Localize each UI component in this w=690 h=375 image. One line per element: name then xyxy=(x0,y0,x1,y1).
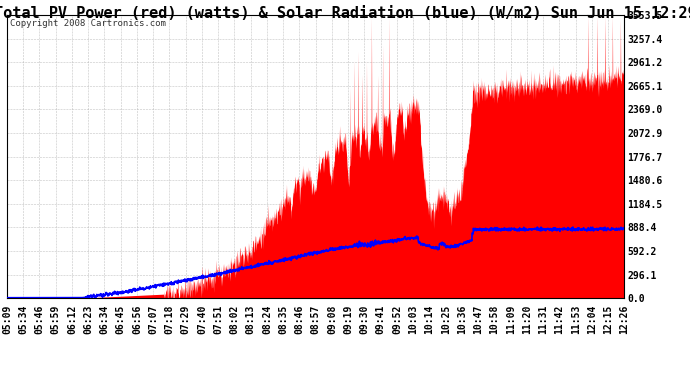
Text: 10:03: 10:03 xyxy=(408,304,418,334)
Text: 07:07: 07:07 xyxy=(148,304,158,334)
Text: 09:52: 09:52 xyxy=(392,304,402,334)
Text: 11:53: 11:53 xyxy=(571,304,581,334)
Text: 09:30: 09:30 xyxy=(359,304,369,334)
Text: 08:02: 08:02 xyxy=(229,304,239,334)
Text: 06:56: 06:56 xyxy=(132,304,142,334)
Text: 10:25: 10:25 xyxy=(441,304,451,334)
Text: 05:34: 05:34 xyxy=(18,304,28,334)
Text: 11:09: 11:09 xyxy=(506,304,515,334)
Text: 08:13: 08:13 xyxy=(246,304,256,334)
Text: 11:20: 11:20 xyxy=(522,304,532,334)
Text: 08:57: 08:57 xyxy=(310,304,321,334)
Text: 06:23: 06:23 xyxy=(83,304,93,334)
Text: 06:45: 06:45 xyxy=(116,304,126,334)
Text: 06:12: 06:12 xyxy=(67,304,77,334)
Text: 09:19: 09:19 xyxy=(343,304,353,334)
Text: 10:36: 10:36 xyxy=(457,304,467,334)
Text: 11:31: 11:31 xyxy=(538,304,548,334)
Text: 12:26: 12:26 xyxy=(620,304,629,334)
Text: 10:14: 10:14 xyxy=(424,304,435,334)
Text: 08:46: 08:46 xyxy=(295,304,304,334)
Text: 07:51: 07:51 xyxy=(213,304,223,334)
Text: 05:09: 05:09 xyxy=(2,304,12,334)
Text: 05:59: 05:59 xyxy=(50,304,61,334)
Text: 10:58: 10:58 xyxy=(489,304,500,334)
Text: Total PV Power (red) (watts) & Solar Radiation (blue) (W/m2) Sun Jun 15 12:29: Total PV Power (red) (watts) & Solar Rad… xyxy=(0,6,690,21)
Text: 07:18: 07:18 xyxy=(164,304,175,334)
Text: 07:40: 07:40 xyxy=(197,304,207,334)
Text: 09:08: 09:08 xyxy=(327,304,337,334)
Text: 08:24: 08:24 xyxy=(262,304,272,334)
Text: 08:35: 08:35 xyxy=(278,304,288,334)
Text: 11:42: 11:42 xyxy=(555,304,564,334)
Text: 12:15: 12:15 xyxy=(603,304,613,334)
Text: 10:47: 10:47 xyxy=(473,304,483,334)
Text: 05:46: 05:46 xyxy=(34,304,44,334)
Text: Copyright 2008 Cartronics.com: Copyright 2008 Cartronics.com xyxy=(10,19,166,28)
Text: 07:29: 07:29 xyxy=(181,304,190,334)
Text: 12:04: 12:04 xyxy=(587,304,597,334)
Text: 09:41: 09:41 xyxy=(375,304,386,334)
Text: 06:34: 06:34 xyxy=(99,304,110,334)
